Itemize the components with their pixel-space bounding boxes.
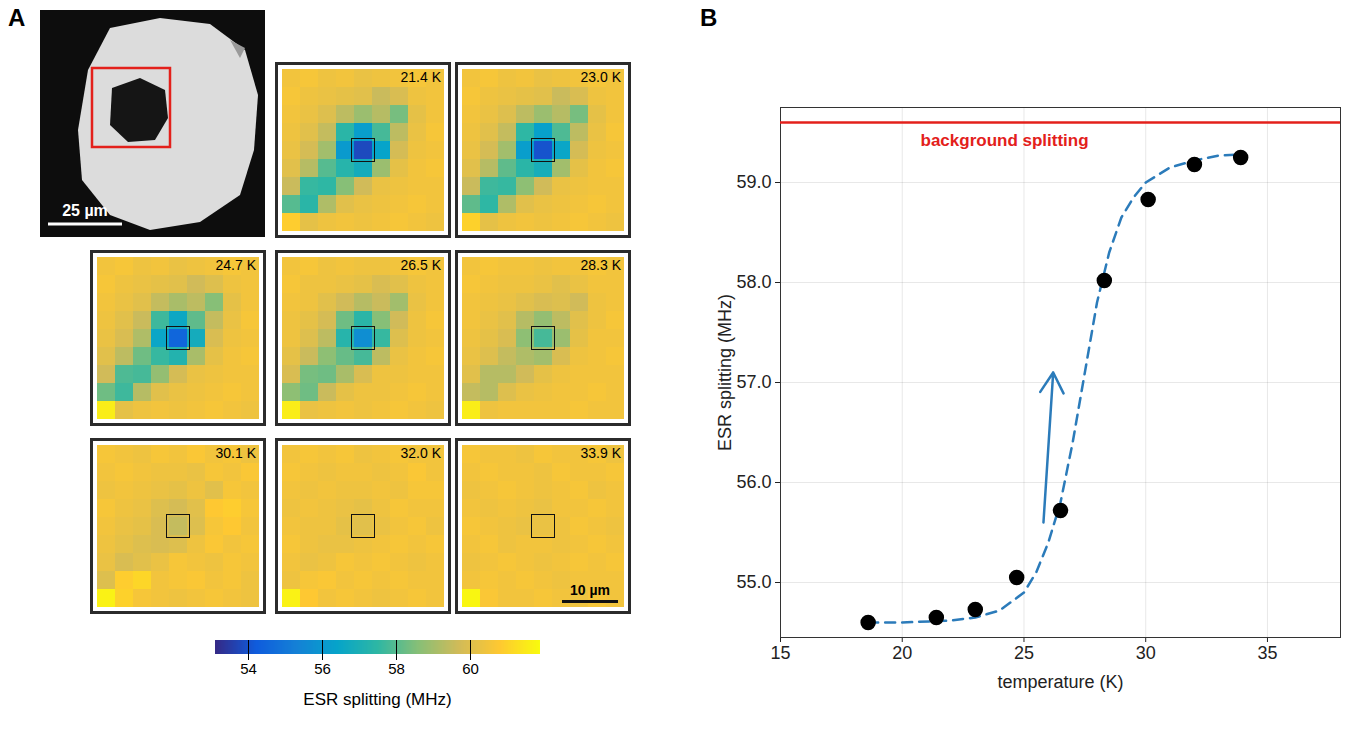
svg-text:background splitting: background splitting	[921, 131, 1089, 150]
svg-text:54: 54	[240, 660, 257, 677]
svg-text:15: 15	[770, 643, 790, 663]
html-text:26.5 K: 26.5 K	[400, 257, 441, 273]
html-text:10 µm: 10 µm	[570, 582, 610, 598]
svg-text:ESR splitting (MHz): ESR splitting (MHz)	[715, 294, 735, 451]
html-text:24.7 K: 24.7 K	[215, 257, 256, 273]
svg-text:20: 20	[892, 643, 912, 663]
svg-text:35: 35	[1257, 643, 1277, 663]
html-text:21.4 K: 21.4 K	[400, 69, 441, 85]
svg-text:56.0: 56.0	[736, 472, 771, 492]
svg-text:25 µm: 25 µm	[62, 202, 108, 219]
svg-text:55.0: 55.0	[736, 572, 771, 592]
svg-text:59.0: 59.0	[736, 172, 771, 192]
html-text:A: A	[8, 4, 26, 31]
svg-text:temperature (K): temperature (K)	[997, 672, 1123, 692]
html-text:23.0 K: 23.0 K	[580, 69, 621, 85]
html-text:30.1 K: 30.1 K	[215, 445, 256, 461]
html-text:28.3 K: 28.3 K	[580, 257, 621, 273]
svg-text:57.0: 57.0	[736, 372, 771, 392]
html-text:33.9 K: 33.9 K	[580, 445, 621, 461]
svg-text:60: 60	[462, 660, 479, 677]
html-text:32.0 K: 32.0 K	[400, 445, 441, 461]
svg-text:30: 30	[1136, 643, 1156, 663]
svg-text:56: 56	[314, 660, 331, 677]
svg-text:58: 58	[388, 660, 405, 677]
svg-text:58.0: 58.0	[736, 272, 771, 292]
svg-text:25: 25	[1014, 643, 1034, 663]
html-text:B: B	[700, 4, 718, 31]
html-text:ESR splitting (MHz): ESR splitting (MHz)	[303, 690, 452, 709]
